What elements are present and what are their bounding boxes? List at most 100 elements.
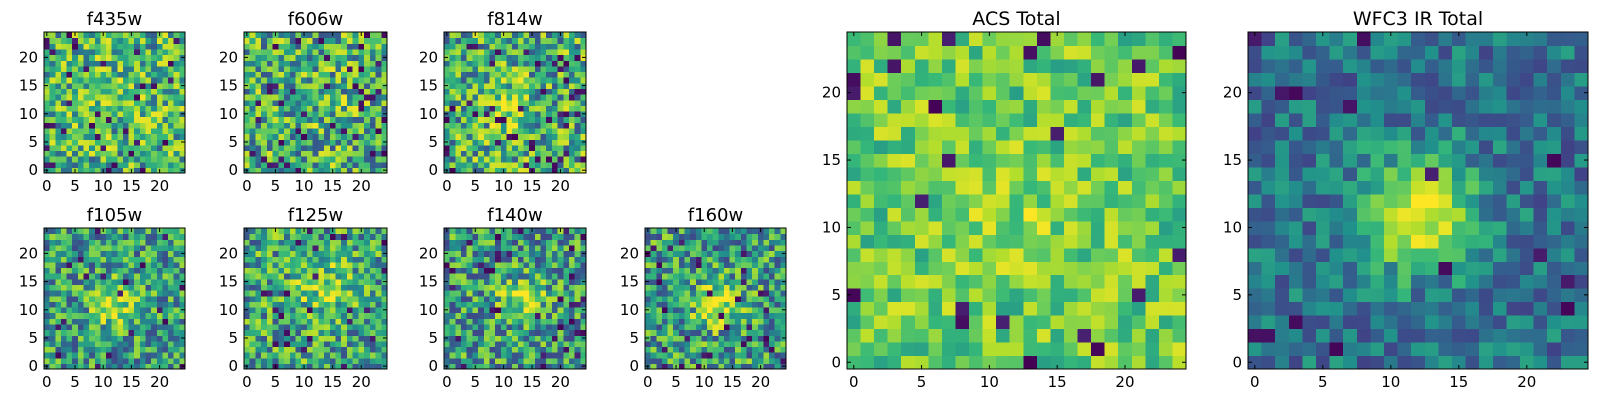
heatmap-cell [156,110,164,118]
heatmap-cell [1172,355,1187,370]
heatmap-cell [168,290,175,297]
heatmap-cell [168,340,175,348]
heatmap-cell [1104,274,1119,289]
heatmap-cell [318,340,325,348]
heatmap-cell [580,301,587,308]
heatmap-cell [551,150,559,157]
heatmap-cell [763,363,770,370]
heatmap-cell [1077,234,1092,249]
heatmap-cell [318,278,325,285]
heatmap-cell [381,290,388,297]
heatmap-cell [94,363,101,370]
heatmap-cell [139,301,147,308]
heatmap-cell [261,352,268,359]
heatmap-cell [77,167,85,174]
heatmap-cell [266,105,274,112]
heatmap-cell [483,306,491,314]
heatmap-cell [512,256,519,263]
heatmap-cell [151,228,158,235]
heatmap-cell [89,127,96,135]
heatmap-cell [1077,301,1092,316]
heatmap-cell [740,295,748,302]
heatmap-cell [329,239,337,246]
heatmap-cell [381,233,388,240]
heatmap-cell [117,273,124,280]
heatmap-cell [712,261,719,269]
heatmap-cell [318,133,325,140]
heatmap-cell [1118,301,1133,316]
heatmap-cell [369,77,377,84]
heatmap-cell [295,122,302,129]
heatmap-cell [329,139,337,146]
heatmap-cell [278,318,285,325]
heatmap-cell [774,261,781,269]
heatmap-cell [134,54,141,61]
heatmap-cell [1009,247,1024,262]
heatmap-cell [955,328,970,343]
heatmap-cell [179,256,186,263]
heatmap-cell [72,122,79,129]
heatmap-cell [500,323,508,331]
heatmap-cell [563,250,570,257]
heatmap-cell [1158,274,1174,289]
heatmap-cell [996,207,1011,222]
heatmap-cell [707,318,714,325]
heatmap-cell [318,363,325,370]
heatmap-cell [60,267,68,274]
heatmap-cell [364,340,371,348]
heatmap-cell [341,122,348,129]
heatmap-cell [60,127,68,135]
heatmap-cell [757,352,765,359]
heatmap-cell [72,357,79,364]
heatmap-cell [523,127,530,135]
heatmap-cell [55,352,62,359]
heatmap-cell [289,43,297,50]
heatmap-cell [94,77,101,84]
heatmap-cell [295,94,302,101]
heatmap-cell [162,335,169,342]
heatmap-cell [244,161,251,168]
heatmap-cell [318,244,325,252]
heatmap-cell [1063,342,1079,357]
heatmap-cell [162,239,169,246]
heatmap-cell [444,233,451,240]
heatmap-cell [1145,261,1160,276]
heatmap-cell [729,357,736,364]
heatmap-cell [358,278,365,285]
heatmap-cell [540,156,547,163]
heatmap-cell [701,301,708,308]
heatmap-cell [568,233,576,240]
heatmap-cell [444,273,451,280]
heatmap-cell [506,54,513,61]
heatmap-cell [546,295,553,302]
heatmap-cell [551,323,559,331]
heatmap-cell [563,340,570,348]
heatmap-cell [134,43,141,50]
heatmap-cell [1036,180,1051,195]
heatmap-cell [495,357,502,364]
heatmap-cell [495,244,502,252]
heatmap-cell [678,239,686,246]
y-tick-label: 5 [28,133,38,151]
heatmap-cell [718,340,725,348]
heatmap-cell [128,323,135,331]
heatmap-cell [695,301,702,308]
heatmap-cell [272,54,279,61]
heatmap-cell [712,228,719,235]
heatmap-cell [106,244,113,252]
heatmap-cell [1158,288,1174,303]
heatmap-cell [358,312,365,319]
heatmap-cell [478,295,485,302]
heatmap-cell [512,273,519,280]
heatmap-cell [346,250,354,257]
heatmap-cell [568,48,576,56]
heatmap-cell [580,261,587,269]
heatmap-cell [278,150,285,157]
heatmap-cell [168,94,175,101]
heatmap-cell [77,71,85,78]
heatmap-cell [712,244,719,252]
heatmap-cell [89,233,96,240]
heatmap-cell [324,82,331,89]
heatmap-cell [757,301,765,308]
heatmap-cell [324,48,331,56]
